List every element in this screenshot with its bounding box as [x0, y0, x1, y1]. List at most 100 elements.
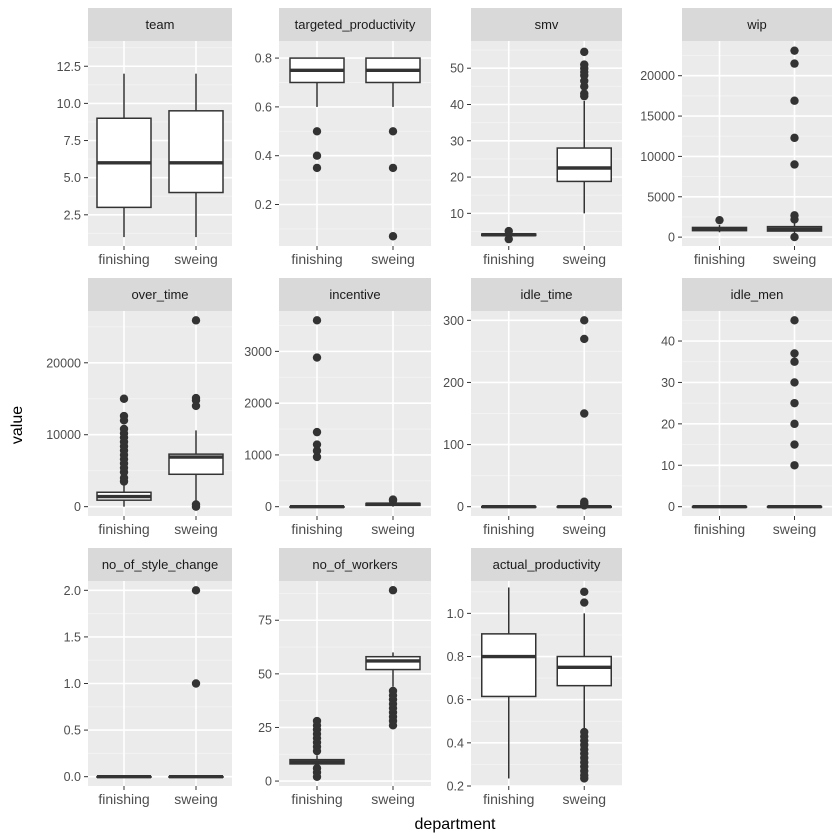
facet-strip [88, 8, 232, 41]
box-sweing [766, 316, 823, 509]
panel-background [682, 311, 832, 516]
facet-title: smv [535, 17, 559, 32]
outlier-point [790, 398, 799, 408]
box-iqr [168, 110, 224, 194]
y-tick-label: 0 [457, 500, 464, 514]
x-tick-label: finishing [98, 521, 149, 537]
y-tick-label: 3000 [244, 345, 272, 359]
y-tick-label: 1.0 [447, 607, 464, 621]
y-tick-label: 50 [450, 62, 464, 76]
outlier-point [119, 473, 129, 483]
facet-idle-men: idle_men 0 10 20 30 40 finishing sweing [661, 278, 832, 537]
outlier-point [790, 419, 799, 429]
facet-idle-time: idle_time 0 100 200 300 finishing sweing [443, 278, 622, 537]
facet-strip [279, 8, 431, 41]
x-tick-label: sweing [371, 521, 415, 537]
outlier-point [580, 598, 589, 607]
outlier-point [119, 394, 129, 403]
y-tick-label: 10 [661, 459, 675, 473]
box-finishing [289, 716, 345, 781]
facet-strip [471, 8, 622, 41]
x-tick-label: sweing [371, 791, 415, 807]
y-tick-label: 2.5 [64, 208, 81, 222]
x-tick-label: finishing [483, 791, 534, 807]
outlier-point [312, 716, 322, 726]
y-tick-label: 100 [443, 438, 464, 452]
facet-wip: wip 0 5000 10000 15000 20000 finishing sweing [640, 8, 832, 267]
outlier-point [312, 427, 322, 437]
y-tick-label: 10000 [640, 150, 675, 164]
outlier-point [580, 334, 589, 344]
outlier-point [580, 60, 589, 69]
facet-team: team 2.5 5.0 7.5 10.0 12.5 finishing sweing [57, 8, 232, 267]
outlier-point [312, 151, 322, 160]
y-tick-label: 40 [661, 335, 675, 349]
facet-strip [682, 8, 832, 41]
x-tick-label: finishing [694, 251, 745, 267]
y-tick-label: 300 [443, 314, 464, 328]
y-tick-label: 200 [443, 376, 464, 390]
x-tick-label: sweing [562, 251, 606, 267]
facet-strip [88, 548, 232, 581]
y-tick-label: 5000 [647, 190, 675, 204]
box-finishing [289, 57, 345, 173]
box-sweing [168, 316, 224, 511]
y-tick-label: 0.4 [255, 149, 272, 163]
y-tick-label: 15000 [640, 110, 675, 124]
box-finishing [289, 316, 345, 509]
outlier-point [790, 96, 799, 105]
outlier-point [580, 316, 589, 325]
x-tick-label: finishing [291, 791, 342, 807]
box-sweing [168, 73, 224, 238]
y-tick-label: 10000 [46, 428, 81, 442]
outlier-point [388, 127, 398, 136]
panel-background [471, 41, 622, 246]
box-iqr [556, 655, 612, 687]
y-tick-label: 0 [74, 500, 81, 514]
outlier-point [790, 440, 799, 449]
outlier-point [504, 226, 513, 236]
outlier-point [119, 411, 129, 421]
y-tick-label: 40 [450, 98, 464, 112]
outlier-point [388, 163, 398, 173]
outlier-point [790, 316, 799, 325]
facet-title: targeted_productivity [295, 17, 416, 32]
outlier-point [191, 500, 201, 509]
y-tick-label: 0.4 [447, 736, 464, 750]
box-sweing [365, 495, 421, 507]
y-tick-label: 0.6 [447, 693, 464, 707]
outlier-point [388, 686, 398, 696]
x-tick-label: sweing [371, 251, 415, 267]
panel-background [279, 311, 431, 516]
y-tick-label: 0.5 [64, 724, 81, 738]
facet-title: no_of_workers [312, 557, 398, 572]
outlier-point [580, 587, 589, 596]
y-tick-label: 0.8 [255, 52, 272, 66]
facet-title: actual_productivity [493, 557, 601, 572]
box-iqr [168, 453, 224, 476]
outlier-point [790, 378, 799, 387]
y-axis-title: value [9, 406, 26, 444]
y-tick-label: 0.2 [447, 780, 464, 794]
x-tick-label: sweing [174, 251, 218, 267]
facet-strip [279, 548, 431, 581]
box-sweing [556, 47, 612, 214]
y-tick-label: 20000 [640, 69, 675, 83]
y-tick-label: 1.5 [64, 630, 81, 644]
outlier-point [790, 461, 799, 470]
facet-strip [471, 548, 622, 581]
box-finishing [96, 774, 152, 779]
x-tick-label: sweing [773, 251, 817, 267]
outlier-point [790, 160, 799, 169]
outlier-point [312, 452, 322, 462]
y-tick-label: 20 [450, 171, 464, 185]
facet-title: idle_men [731, 287, 784, 302]
outlier-point [312, 353, 322, 362]
y-tick-label: 0 [265, 500, 272, 514]
outlier-point [790, 211, 799, 220]
y-tick-label: 10 [450, 207, 464, 221]
facet-smv: smv 10 20 30 40 50 finishing sweing [450, 8, 622, 267]
outlier-point [715, 215, 724, 225]
y-tick-label: 20 [661, 417, 675, 431]
